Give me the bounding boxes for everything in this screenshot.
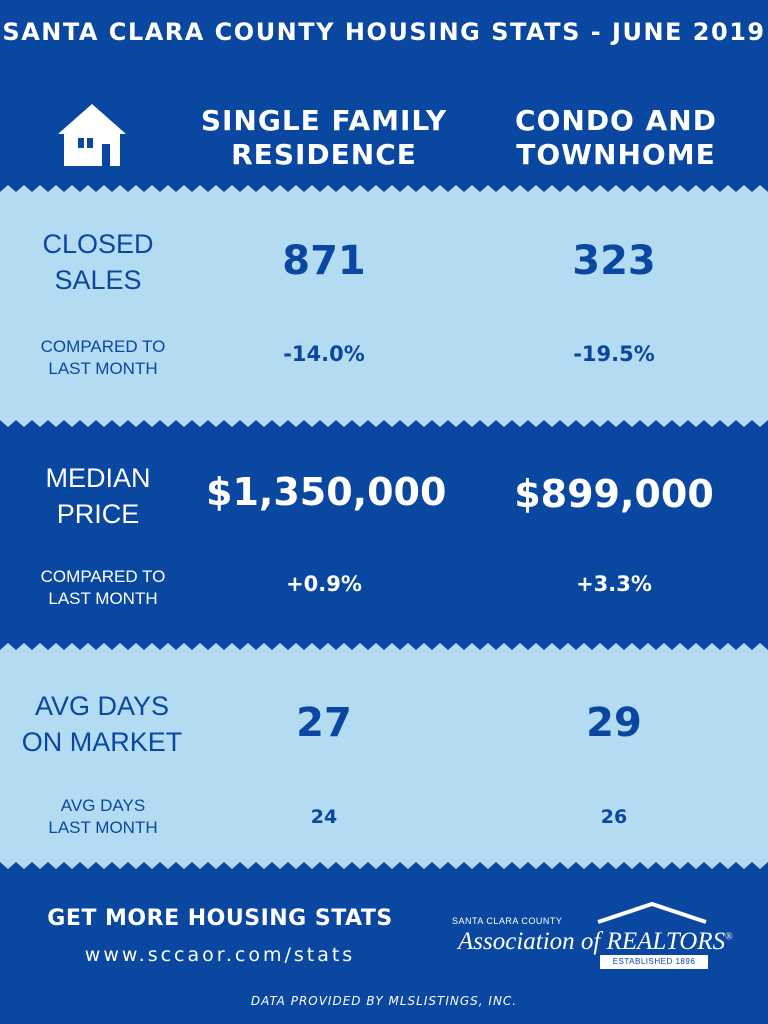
- logo-registered: ®: [725, 931, 733, 943]
- median-price-compare-label: COMPARED TO LAST MONTH: [40, 567, 166, 608]
- column-header-sfr: SINGLE FAMILY RESIDENCE: [200, 104, 448, 171]
- logo-name: Association of REALTORS®: [458, 928, 733, 956]
- median-price-condo-value: $899,000: [514, 472, 714, 516]
- page-title: SANTA CLARA COUNTY HOUSING STATS - JUNE …: [2, 18, 766, 46]
- closed-sales-compare-label: COMPARED TO LAST MONTH: [40, 337, 166, 378]
- data-credit: DATA PROVIDED BY MLSLISTINGS, INC.: [250, 994, 518, 1008]
- house-icon: [58, 104, 126, 166]
- closed-sales-band: [0, 192, 768, 420]
- stats-link[interactable]: www.sccaor.com/stats: [84, 944, 356, 966]
- logo-name-text: Association of REALTORS: [458, 928, 726, 955]
- logo-county: SANTA CLARA COUNTY: [452, 916, 563, 926]
- days-on-market-sfr-prev: 24: [310, 806, 338, 828]
- median-price-sfr-change: +0.9%: [286, 572, 362, 596]
- zigzag-divider: [0, 643, 768, 657]
- column-header-condo: CONDO AND TOWNHOME: [515, 104, 717, 171]
- days-on-market-condo-prev: 26: [600, 806, 628, 828]
- zigzag-divider: [0, 185, 768, 199]
- logo-established: ESTABLISHED 1896: [600, 955, 708, 969]
- days-on-market-compare-label: AVG DAYS LAST MONTH: [48, 796, 158, 837]
- closed-sales-condo-change: -19.5%: [573, 342, 655, 366]
- days-on-market-sfr-value: 27: [296, 700, 352, 746]
- closed-sales-label: CLOSED SALES: [42, 229, 154, 295]
- closed-sales-sfr-change: -14.0%: [283, 342, 365, 366]
- days-on-market-label: AVG DAYS ON MARKET: [21, 691, 183, 757]
- footer-cta: GET MORE HOUSING STATS: [47, 906, 393, 931]
- median-price-sfr-value: $1,350,000: [206, 470, 447, 514]
- days-on-market-band: [0, 650, 768, 862]
- days-on-market-condo-value: 29: [586, 700, 642, 746]
- closed-sales-condo-value: 323: [572, 238, 656, 284]
- association-logo: SANTA CLARA COUNTY Association of REALTO…: [452, 900, 733, 972]
- median-price-label: MEDIAN PRICE: [45, 463, 151, 529]
- zigzag-divider: [0, 855, 768, 869]
- closed-sales-sfr-value: 871: [282, 238, 366, 284]
- median-price-condo-change: +3.3%: [576, 572, 652, 596]
- roof-icon: [597, 901, 707, 924]
- zigzag-divider: [0, 413, 768, 427]
